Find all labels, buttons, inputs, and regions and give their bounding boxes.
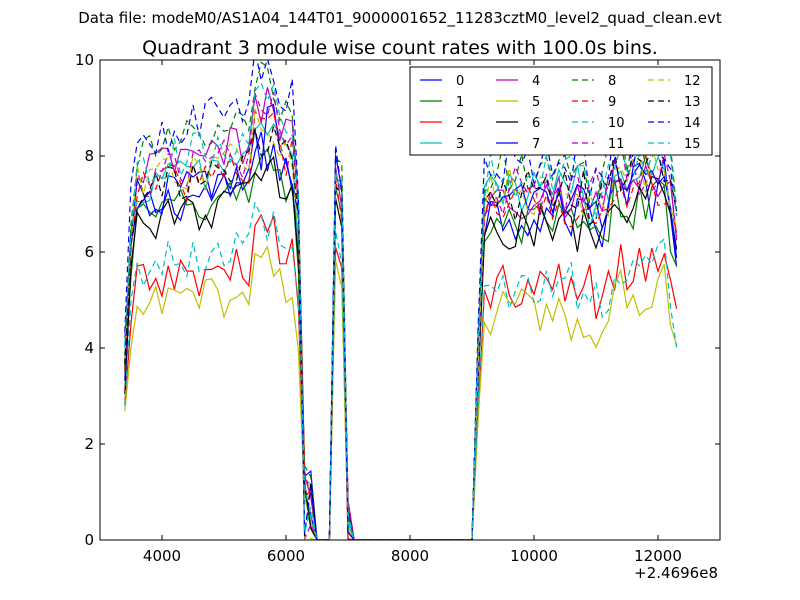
series-line-8: [124, 61, 678, 540]
series-line-7: [124, 103, 678, 540]
legend-label-14: 14: [684, 116, 701, 131]
y-tick-label: 2: [84, 435, 94, 453]
figure-suptitle: Data file: modeM0/AS1A04_144T01_90000016…: [78, 9, 722, 27]
legend-label-10: 10: [608, 116, 625, 131]
legend-label-1: 1: [456, 95, 464, 110]
legend-label-0: 0: [456, 74, 464, 89]
series-line-2: [124, 213, 678, 540]
legend-label-12: 12: [684, 74, 701, 89]
legend-label-8: 8: [608, 74, 616, 89]
y-tick-label: 10: [75, 51, 94, 69]
series-line-4: [124, 87, 678, 540]
legend-label-13: 13: [684, 95, 701, 110]
y-tick-label: 8: [84, 147, 94, 165]
series-line-5: [124, 245, 678, 540]
legend-label-11: 11: [608, 137, 625, 152]
chart-title: Quadrant 3 module wise count rates with …: [142, 37, 658, 59]
legend-label-7: 7: [532, 137, 540, 152]
x-axis-offset-label: +2.4696e8: [634, 564, 718, 582]
series-line-14: [124, 60, 678, 540]
series-line-3: [124, 121, 678, 540]
x-tick-label: 10000: [510, 547, 558, 565]
y-tick-label: 0: [84, 531, 94, 549]
x-tick-label: 8000: [391, 547, 429, 565]
x-axis: 4000 6000 8000 10000 12000: [143, 60, 682, 565]
series-line-1: [124, 147, 678, 540]
series-line-9: [124, 109, 678, 540]
plot-lines: [124, 60, 678, 540]
legend-label-3: 3: [456, 137, 464, 152]
series-line-12: [124, 108, 678, 540]
series-line-11: [124, 92, 678, 540]
x-tick-label: 4000: [143, 547, 181, 565]
series-line-13: [124, 123, 678, 540]
legend-label-9: 9: [608, 95, 616, 110]
legend-label-6: 6: [532, 116, 540, 131]
y-tick-label: 4: [84, 339, 94, 357]
legend-label-5: 5: [532, 95, 540, 110]
legend-label-2: 2: [456, 116, 464, 131]
series-line-10: [124, 201, 678, 540]
x-tick-label: 12000: [634, 547, 682, 565]
y-tick-label: 6: [84, 243, 94, 261]
legend-box: [409, 66, 713, 156]
series-line-0: [124, 131, 678, 540]
series-line-6: [124, 155, 678, 540]
legend-label-15: 15: [684, 137, 701, 152]
legend-label-4: 4: [532, 74, 540, 89]
x-tick-label: 6000: [267, 547, 305, 565]
